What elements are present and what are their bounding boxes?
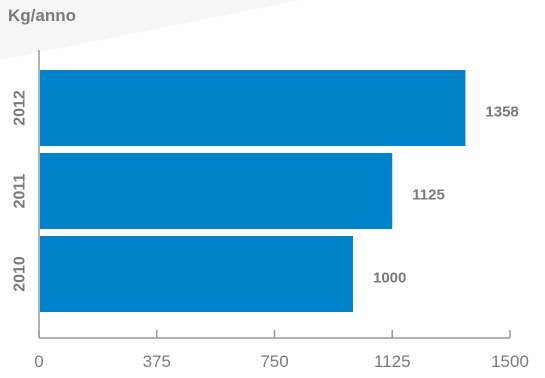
category-label-2010: 2010	[12, 256, 29, 292]
category-label-2011: 2011	[12, 174, 29, 209]
x-tick-label-750: 750	[260, 352, 288, 371]
data-label-2012: 1358	[485, 104, 518, 121]
x-tick-label-375: 375	[143, 352, 171, 371]
x-tick-label-1500: 1500	[491, 352, 529, 371]
data-label-2011: 1125	[412, 187, 445, 204]
category-label-2012: 2012	[12, 90, 29, 126]
data-label-2010: 1000	[373, 270, 406, 287]
bar-2010	[40, 236, 353, 312]
unit-label: Kg/anno	[8, 6, 76, 25]
bar-2012	[40, 70, 466, 146]
x-tick-label-0: 0	[34, 352, 43, 371]
x-tick-label-1125: 1125	[374, 352, 411, 371]
bar-2011	[40, 153, 393, 229]
